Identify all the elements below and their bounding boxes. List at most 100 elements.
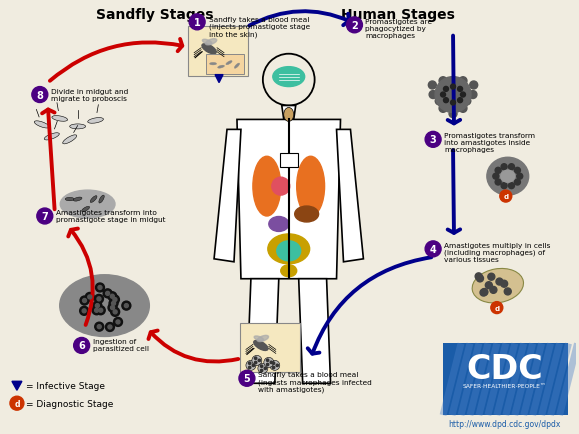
- Circle shape: [122, 302, 131, 310]
- Text: Amastigotes multiply in cells
(including macrophages) of
various tissues: Amastigotes multiply in cells (including…: [444, 242, 551, 263]
- Text: Human Stages: Human Stages: [342, 8, 455, 22]
- Circle shape: [481, 289, 488, 296]
- Circle shape: [457, 87, 463, 92]
- Circle shape: [88, 295, 91, 299]
- Circle shape: [501, 281, 508, 288]
- Circle shape: [508, 164, 515, 170]
- Circle shape: [98, 286, 102, 290]
- Circle shape: [252, 355, 262, 365]
- Ellipse shape: [296, 157, 325, 217]
- Text: Amastigotes transform into
promastigote stage in midgut: Amastigotes transform into promastigote …: [56, 210, 165, 223]
- Circle shape: [450, 85, 456, 90]
- Circle shape: [92, 306, 101, 315]
- Circle shape: [189, 15, 205, 31]
- Circle shape: [488, 273, 495, 280]
- Ellipse shape: [501, 171, 515, 183]
- Circle shape: [460, 93, 466, 98]
- Circle shape: [85, 293, 94, 302]
- Ellipse shape: [254, 341, 268, 351]
- Circle shape: [254, 362, 257, 364]
- Circle shape: [109, 299, 118, 308]
- Circle shape: [97, 297, 101, 301]
- Ellipse shape: [203, 40, 212, 45]
- Circle shape: [346, 18, 362, 34]
- Circle shape: [108, 325, 112, 329]
- Circle shape: [444, 99, 449, 103]
- Circle shape: [470, 82, 478, 90]
- Ellipse shape: [272, 178, 290, 196]
- Text: d: d: [503, 194, 508, 200]
- Circle shape: [32, 87, 48, 103]
- Polygon shape: [215, 76, 223, 83]
- Circle shape: [504, 288, 511, 295]
- Circle shape: [450, 101, 456, 106]
- Circle shape: [490, 287, 497, 294]
- Polygon shape: [336, 130, 364, 262]
- Circle shape: [270, 362, 273, 364]
- Circle shape: [248, 362, 251, 365]
- Text: 2: 2: [351, 21, 358, 31]
- Ellipse shape: [254, 336, 263, 341]
- Circle shape: [441, 93, 446, 98]
- Circle shape: [97, 325, 101, 329]
- Ellipse shape: [44, 133, 59, 141]
- Circle shape: [491, 302, 503, 314]
- Ellipse shape: [34, 122, 49, 129]
- FancyBboxPatch shape: [240, 323, 300, 372]
- Circle shape: [239, 371, 255, 386]
- Ellipse shape: [226, 62, 232, 66]
- Circle shape: [95, 322, 104, 332]
- Circle shape: [469, 91, 477, 99]
- Circle shape: [501, 183, 507, 189]
- Circle shape: [457, 99, 463, 103]
- Circle shape: [108, 292, 117, 301]
- Circle shape: [501, 164, 507, 170]
- Ellipse shape: [487, 158, 529, 196]
- Text: d: d: [494, 305, 500, 311]
- Ellipse shape: [273, 68, 305, 87]
- Text: CDC: CDC: [467, 352, 543, 385]
- Circle shape: [435, 77, 471, 113]
- Ellipse shape: [69, 125, 86, 130]
- Ellipse shape: [65, 198, 74, 201]
- Ellipse shape: [60, 191, 115, 218]
- Polygon shape: [12, 381, 22, 390]
- Circle shape: [82, 309, 86, 313]
- Circle shape: [475, 273, 482, 280]
- Ellipse shape: [284, 108, 294, 122]
- Circle shape: [113, 318, 123, 327]
- Ellipse shape: [99, 196, 104, 204]
- Circle shape: [425, 241, 441, 257]
- Polygon shape: [214, 130, 241, 262]
- Circle shape: [459, 78, 467, 85]
- Circle shape: [113, 298, 117, 302]
- Circle shape: [515, 180, 521, 186]
- Ellipse shape: [88, 118, 104, 124]
- Text: = Infective Stage: = Infective Stage: [26, 381, 105, 390]
- Circle shape: [261, 365, 263, 368]
- Circle shape: [96, 283, 104, 292]
- Text: 7: 7: [42, 211, 48, 221]
- Circle shape: [111, 306, 115, 310]
- Circle shape: [496, 279, 503, 286]
- Circle shape: [111, 308, 120, 316]
- Circle shape: [74, 338, 90, 354]
- Circle shape: [80, 296, 89, 305]
- Circle shape: [252, 364, 255, 367]
- Circle shape: [276, 364, 278, 367]
- Circle shape: [37, 209, 53, 224]
- FancyBboxPatch shape: [280, 154, 298, 168]
- Ellipse shape: [206, 39, 217, 46]
- Circle shape: [124, 304, 129, 308]
- Circle shape: [463, 98, 471, 105]
- Text: Promastigotes transform
into amastigotes inside
macrophages: Promastigotes transform into amastigotes…: [444, 133, 535, 153]
- Circle shape: [83, 299, 86, 303]
- Circle shape: [264, 367, 266, 370]
- Circle shape: [266, 364, 269, 366]
- Circle shape: [429, 91, 437, 99]
- Text: = Diagnostic Stage: = Diagnostic Stage: [26, 399, 113, 408]
- Circle shape: [258, 364, 268, 373]
- Text: Sandfly takes a blood meal
(injects promastigote stage
into the skin): Sandfly takes a blood meal (injects prom…: [209, 17, 310, 38]
- Circle shape: [266, 359, 269, 362]
- Circle shape: [112, 302, 116, 306]
